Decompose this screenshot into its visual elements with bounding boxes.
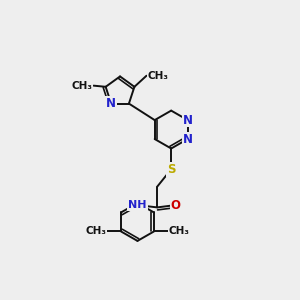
Text: O: O bbox=[170, 199, 180, 212]
Text: CH₃: CH₃ bbox=[85, 226, 106, 236]
Text: CH₃: CH₃ bbox=[148, 71, 169, 81]
Text: CH₃: CH₃ bbox=[71, 81, 92, 91]
Text: S: S bbox=[167, 163, 176, 176]
Text: N: N bbox=[183, 114, 193, 127]
Text: N: N bbox=[183, 133, 193, 146]
Text: CH₃: CH₃ bbox=[169, 226, 190, 236]
Text: NH: NH bbox=[128, 200, 147, 210]
Text: N: N bbox=[106, 97, 116, 110]
